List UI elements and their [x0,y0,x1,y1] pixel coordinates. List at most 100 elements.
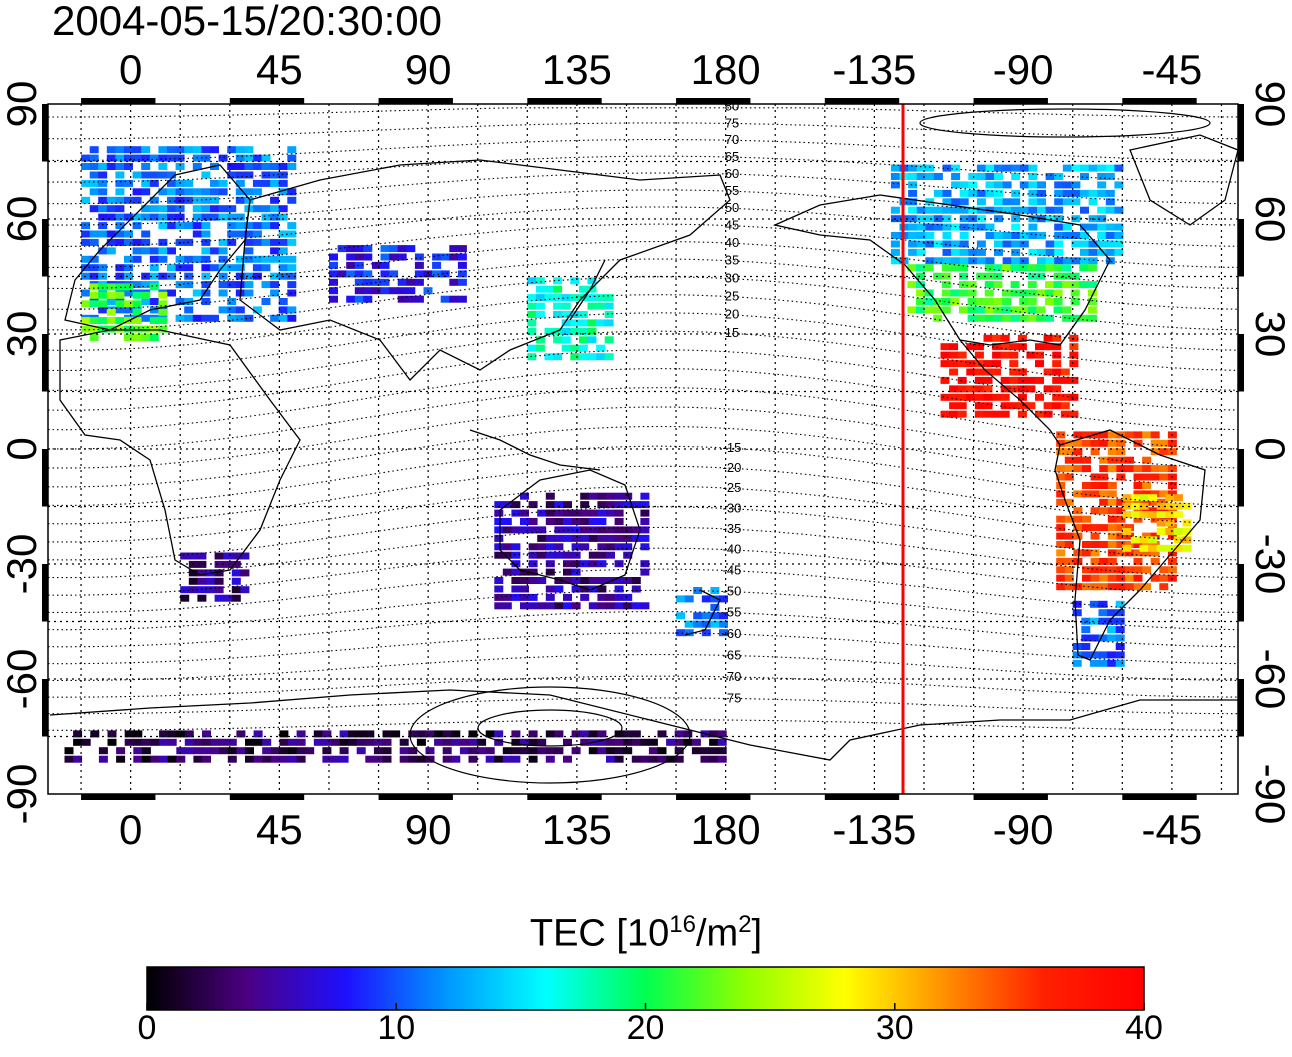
tec-cell [994,240,1003,248]
tec-cell [717,730,727,738]
tec-cell [414,261,424,269]
tec-cell [942,223,952,231]
tec-cell [89,146,99,154]
tec-cell [442,730,452,738]
tec-cell [1167,490,1177,498]
tec-cell [1182,528,1192,535]
tec-cell [494,543,504,551]
tec-cell [520,593,529,601]
tec-cell [149,298,159,305]
tec-cell [192,289,202,297]
tec-cell [511,560,521,568]
bottom-lon-label: 0 [119,806,142,853]
tec-cell [1073,490,1083,498]
tec-cell [201,205,211,213]
tec-cell [916,264,925,272]
frame-bar [1238,449,1244,507]
tec-cell [1080,164,1089,172]
tec-cell [1081,617,1091,625]
tec-cell [235,281,245,289]
tec-cell [124,306,133,314]
tec-cell [210,747,220,755]
tec-cell [1148,544,1158,552]
tec-cell [227,306,237,314]
tec-cell [535,336,545,344]
tec-cell [563,738,572,746]
tec-cell [606,509,615,517]
tec-cell [175,205,185,213]
tec-cell [98,755,108,763]
tec-cell [346,295,356,303]
frame-bar [676,98,751,104]
tec-cell [1089,651,1099,659]
tec-cell [231,594,241,602]
tec-cell [1072,609,1082,617]
mag-lat-contour [48,632,1238,665]
mag-pole-contour [409,686,691,784]
tec-cell [1107,651,1117,659]
tec-cell [167,171,176,179]
tec-cell [933,257,943,265]
tec-cell [240,586,250,594]
tec-cell [1011,206,1021,214]
tec-cell [949,410,959,418]
tec-cell [614,747,624,755]
tec-cell [908,206,918,214]
tec-cell [1115,600,1125,608]
tec-cell [1125,498,1134,506]
tec-cell [1028,189,1038,197]
tec-cell [968,173,978,180]
tec-cell [571,747,581,755]
tec-cell [1000,343,1010,351]
tec-cell [511,730,521,738]
tec-cell [278,163,288,170]
tec-cell [399,755,409,763]
tec-cell [1087,281,1097,289]
tec-cell [408,755,418,763]
tec-cell [545,593,555,601]
tec-cell [141,238,151,246]
tec-cell [235,255,245,263]
tec-cell [1064,515,1074,523]
frame-bar [229,98,305,104]
tec-cell [597,526,607,534]
tec-cell [98,300,108,308]
tec-cell [494,577,504,584]
tec-cell [184,747,194,755]
tec-cell [520,518,529,525]
tec-cell [236,747,246,755]
tec-cell [925,257,935,265]
tec-cell [1069,360,1079,368]
tec-cell [1150,574,1160,582]
contour-label: -45 [723,563,742,578]
tec-cell [1116,532,1126,540]
tec-cell [451,755,461,763]
tec-cell [924,264,934,272]
tec-cell [158,238,168,246]
tec-cell [1088,164,1098,172]
tec-cell [1028,223,1038,231]
tec-cell [261,222,271,230]
tec-cell [380,261,390,269]
tec-cell [674,730,684,738]
tec-cell [545,551,555,559]
tec-cell [890,248,900,256]
tec-cell [64,755,74,763]
tec-cell [167,247,176,255]
tec-cell [81,325,91,333]
tec-cell [175,213,185,221]
tec-cell [916,248,926,256]
tec-cell [98,179,108,187]
tec-cell [604,319,614,327]
tec-cell [951,257,961,265]
tec-cell [288,747,297,755]
tec-cell [1099,482,1109,489]
tec-cell [245,755,254,763]
tec-cell [908,248,918,256]
tec-cell [218,188,228,196]
tec-cell [528,543,538,551]
tec-cell [545,747,555,755]
tec-cell [535,277,545,285]
tec-cell [640,501,650,509]
tec-cell [1010,289,1020,297]
